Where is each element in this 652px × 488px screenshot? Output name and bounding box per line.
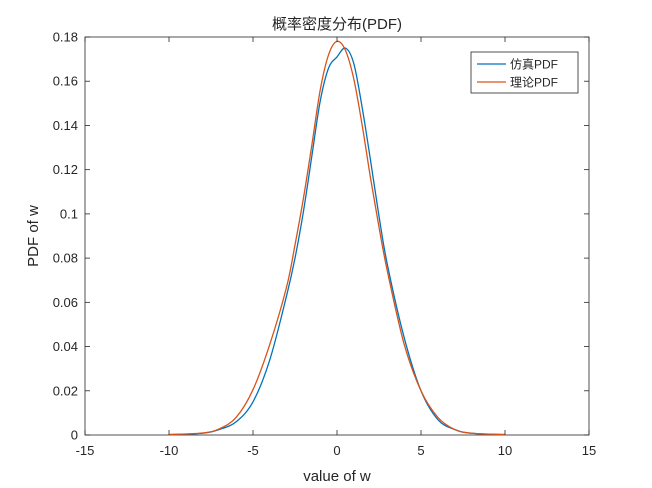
plot-area-frame: [84, 36, 590, 436]
legend-label-sim: 仿真PDF: [510, 58, 558, 72]
chart-title: 概率密度分布(PDF): [272, 16, 402, 33]
x-tick-label: 15: [582, 443, 596, 458]
y-tick-label: 0.1: [60, 206, 78, 221]
ticks-layer: -15 -10 -5 0 5 10 15 0 0.02 0.04 0.06 0.08 0.1 0.12 0.…: [53, 30, 597, 459]
y-tick-label: 0.02: [53, 383, 78, 398]
x-tick-label: 0: [333, 443, 340, 458]
y-tick-label: 0.12: [53, 162, 78, 177]
x-tick-label: -5: [247, 443, 259, 458]
x-tick-label: 5: [417, 443, 424, 458]
x-tick-label: 10: [498, 443, 512, 458]
y-tick-label: 0.14: [53, 118, 78, 133]
y-tick-label: 0.08: [53, 251, 78, 266]
y-tick-label: 0.18: [53, 30, 78, 45]
y-axis-label: PDF of w: [25, 205, 42, 267]
x-tick-label: -15: [76, 443, 95, 458]
axes-box: [84, 36, 590, 436]
legend-box: [470, 51, 579, 94]
x-axis-label: value of w: [303, 468, 371, 485]
x-tick-label: -10: [160, 443, 179, 458]
y-tick-label: 0.06: [53, 295, 78, 310]
legend-label-theory: 理论PDF: [510, 76, 558, 90]
y-tick-label: 0.16: [53, 74, 78, 89]
legend: 仿真PDF 理论PDF: [470, 51, 579, 94]
y-tick-label: 0.04: [53, 339, 78, 354]
y-tick-label: 0: [71, 428, 78, 443]
